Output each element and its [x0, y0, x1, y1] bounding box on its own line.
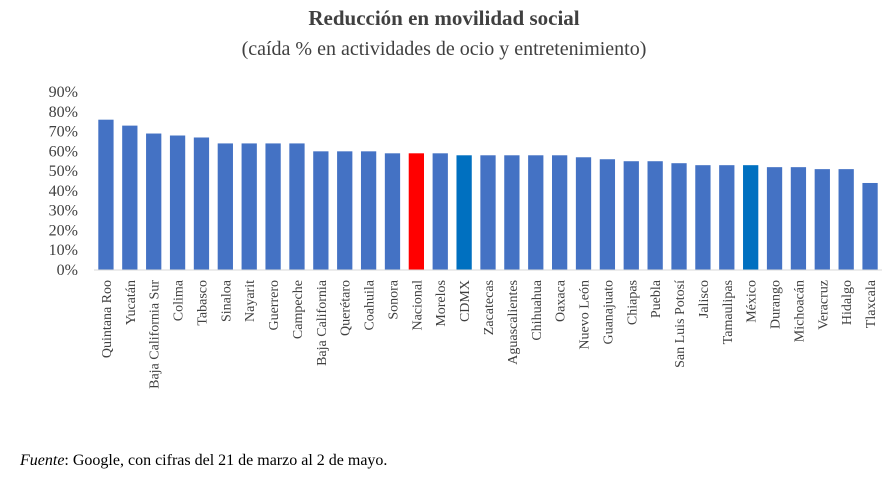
bar	[599, 159, 616, 270]
x-category-label: CDMX	[458, 280, 473, 322]
bar	[360, 151, 377, 270]
x-category-label: Chiapas	[625, 280, 640, 325]
chart-title: Reducción en movilidad social	[308, 6, 580, 30]
bar	[169, 135, 186, 270]
bar	[838, 169, 854, 270]
y-tick-label: 80%	[49, 104, 78, 121]
bar	[408, 153, 424, 270]
x-category-label: Oaxaca	[554, 279, 569, 322]
y-axis: 0% 10% 20% 30% 40% 50% 60% 70% 80% 90%	[49, 84, 78, 279]
x-category-label: Durango	[769, 280, 784, 329]
bar	[528, 155, 544, 270]
bar	[456, 155, 472, 270]
bar	[623, 161, 639, 270]
x-category-label: Hidalgo	[840, 280, 855, 325]
x-category-label: Tlaxcala	[864, 279, 879, 328]
x-category-label: Coahuila	[363, 279, 378, 330]
x-category-label: Guanajuato	[601, 280, 616, 345]
bar	[671, 163, 687, 270]
y-tick-label: 10%	[49, 242, 78, 259]
bar	[432, 153, 448, 270]
y-tick-label: 30%	[49, 203, 78, 220]
y-tick-label: 20%	[49, 222, 78, 239]
bar	[337, 151, 353, 270]
source-label: Fuente	[20, 452, 65, 469]
bar	[814, 169, 830, 270]
x-category-label: Jalisco	[697, 280, 712, 318]
bar	[862, 182, 878, 270]
bar	[193, 137, 210, 270]
bar	[384, 153, 401, 270]
bar	[480, 155, 496, 270]
x-category-label: Morelos	[434, 280, 449, 327]
bar	[575, 157, 592, 270]
x-category-label: Tamaulipas	[721, 280, 736, 344]
x-category-label: Michoacán	[792, 280, 807, 342]
y-tick-label: 50%	[49, 163, 78, 180]
bar	[241, 143, 257, 270]
bar	[766, 167, 783, 270]
bar	[146, 133, 162, 270]
x-category-label: Aguascalientes	[506, 280, 521, 365]
bar	[122, 125, 138, 271]
bar	[98, 119, 114, 270]
x-category-label: Nacional	[410, 280, 425, 331]
bar	[552, 155, 568, 270]
x-category-label: Sinaloa	[219, 279, 234, 322]
source-note: Fuente: Google, con cifras del 21 de mar…	[20, 452, 387, 470]
x-category-label: Campeche	[291, 280, 306, 339]
x-category-label: Puebla	[649, 279, 664, 318]
x-category-label: Guerrero	[267, 280, 282, 331]
y-tick-label: 60%	[49, 143, 78, 160]
x-category-label: Colima	[172, 279, 187, 321]
x-category-label: Chihuahua	[530, 279, 545, 340]
y-tick-label: 70%	[49, 124, 78, 141]
bar	[289, 143, 305, 270]
x-category-label: Nayarit	[243, 280, 258, 322]
bar-chart: 0% 10% 20% 30% 40% 50% 60% 70% 80% 90% Quintana R…	[49, 84, 882, 389]
y-tick-label: 40%	[49, 183, 78, 200]
bar	[217, 143, 233, 270]
chart-subtitle: (caída % en actividades de ocio y entret…	[241, 38, 647, 60]
source-text: : Google, con cifras del 21 de marzo al …	[64, 452, 388, 469]
x-category-label: San Luis Potosí	[673, 280, 688, 368]
bar	[719, 165, 735, 270]
x-category-label: Zacatecas	[482, 280, 497, 335]
bar	[313, 151, 329, 270]
x-category-label: Tabasco	[195, 280, 210, 326]
x-category-label: Yucatán	[124, 280, 139, 325]
bar	[790, 167, 807, 270]
x-axis-labels: Quintana Roo Yucatán Baja California Sur Co…	[100, 279, 879, 389]
y-tick-label: 0%	[57, 262, 78, 279]
bar	[695, 165, 711, 270]
x-category-label: México	[745, 280, 760, 323]
bar	[743, 165, 759, 270]
x-category-label: Nuevo León	[578, 280, 593, 350]
x-category-label: Baja California	[315, 279, 330, 366]
bar	[647, 161, 663, 270]
bars	[98, 119, 878, 271]
bar	[504, 155, 520, 270]
x-category-label: Quintana Roo	[100, 280, 115, 358]
x-category-label: Baja California Sur	[148, 280, 163, 389]
x-category-label: Veracruz	[816, 280, 831, 330]
x-category-label: Sonora	[386, 279, 401, 319]
bar	[265, 143, 281, 270]
x-category-label: Querétaro	[339, 280, 354, 336]
y-tick-label: 90%	[49, 84, 78, 101]
